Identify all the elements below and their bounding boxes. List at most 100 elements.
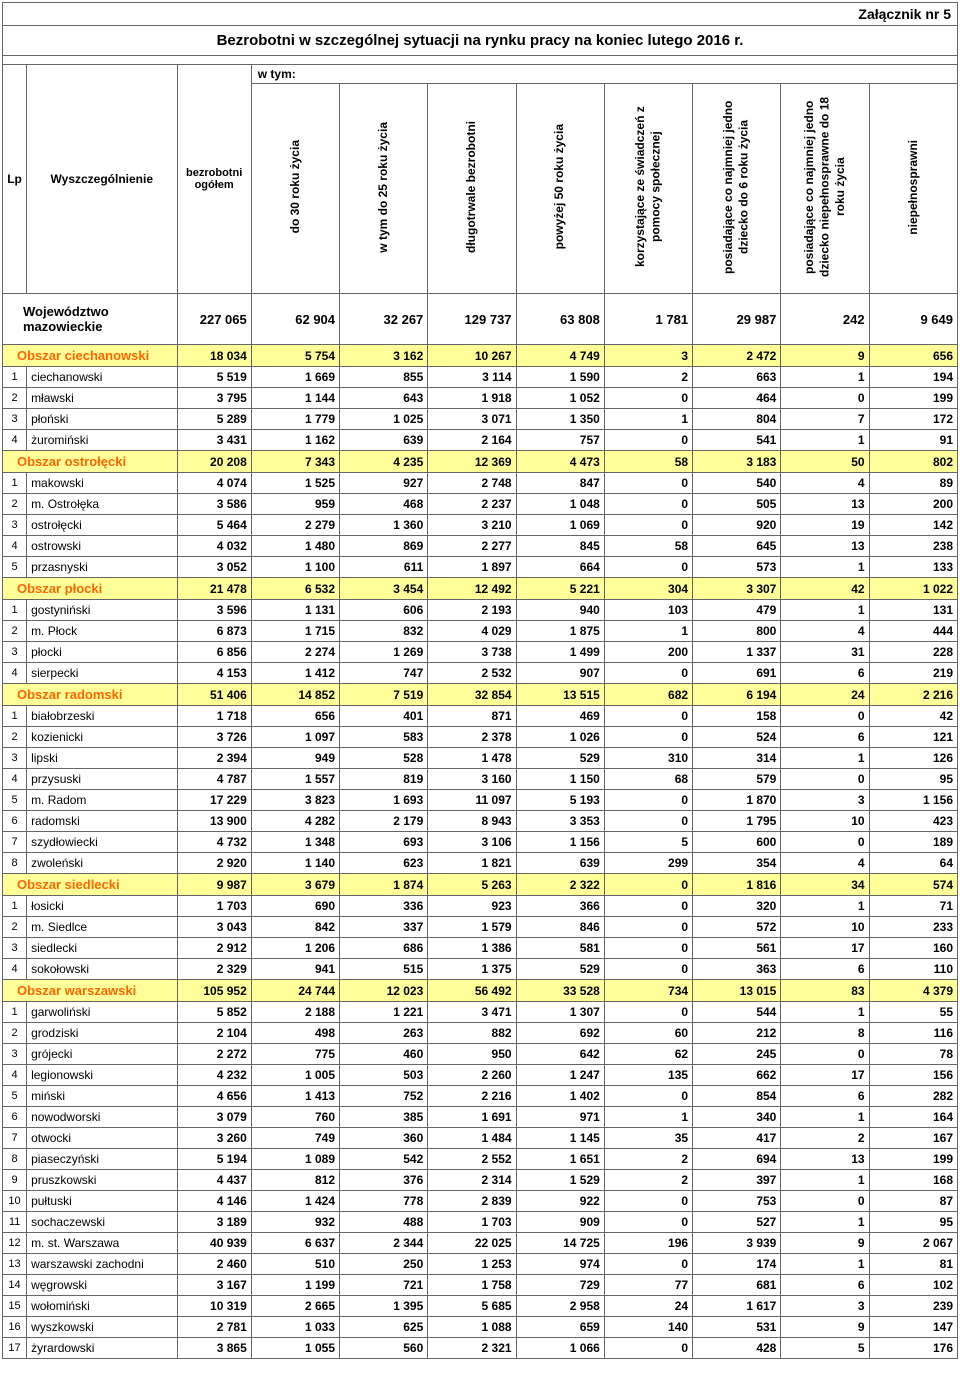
value-cell: 29 987 bbox=[693, 294, 781, 345]
row-name: m. Płock bbox=[27, 621, 177, 642]
value-cell: 0 bbox=[781, 832, 869, 853]
value-cell: 2 277 bbox=[428, 536, 516, 557]
value-cell: 1 386 bbox=[428, 938, 516, 959]
row-lp: 4 bbox=[3, 959, 27, 980]
table-row: 2grodziski2 104498263882692602128116 bbox=[3, 1023, 958, 1044]
row-lp: 1 bbox=[3, 896, 27, 917]
spacer bbox=[2, 56, 958, 64]
value-cell: 77 bbox=[604, 1275, 692, 1296]
row-lp: 1 bbox=[3, 706, 27, 727]
table-row: 9pruszkowski4 4378123762 3141 5292397116… bbox=[3, 1170, 958, 1191]
value-cell: 686 bbox=[340, 938, 428, 959]
value-cell: 2 bbox=[781, 1128, 869, 1149]
value-cell: 228 bbox=[869, 642, 957, 663]
value-cell: 397 bbox=[693, 1170, 781, 1191]
value-cell: 2 321 bbox=[428, 1338, 516, 1359]
value-cell: 71 bbox=[869, 896, 957, 917]
value-cell: 42 bbox=[781, 578, 869, 600]
value-cell: 2 164 bbox=[428, 430, 516, 451]
value-cell: 4 437 bbox=[177, 1170, 251, 1191]
value-cell: 2 314 bbox=[428, 1170, 516, 1191]
value-cell: 832 bbox=[340, 621, 428, 642]
value-cell: 3 189 bbox=[177, 1212, 251, 1233]
value-cell: 1 100 bbox=[251, 557, 339, 578]
value-cell: 6 856 bbox=[177, 642, 251, 663]
row-name: kozienicki bbox=[27, 727, 177, 748]
row-lp: 1 bbox=[3, 367, 27, 388]
value-cell: 0 bbox=[604, 515, 692, 536]
row-name: sochaczewski bbox=[27, 1212, 177, 1233]
row-name: lipski bbox=[27, 748, 177, 769]
table-row: 15wołomiński10 3192 6651 3955 6852 95824… bbox=[3, 1296, 958, 1317]
value-cell: 1 bbox=[781, 600, 869, 621]
value-cell: 2 bbox=[604, 1170, 692, 1191]
value-cell: 4 bbox=[781, 853, 869, 874]
value-cell: 1 821 bbox=[428, 853, 516, 874]
value-cell: 778 bbox=[340, 1191, 428, 1212]
row-name: siedlecki bbox=[27, 938, 177, 959]
value-cell: 1 156 bbox=[869, 790, 957, 811]
table-row: 13warszawski zachodni2 4605102501 253974… bbox=[3, 1254, 958, 1275]
value-cell: 0 bbox=[781, 1191, 869, 1212]
row-lp: 2 bbox=[3, 621, 27, 642]
table-row: 11sochaczewski3 1899324881 7039090527195 bbox=[3, 1212, 958, 1233]
value-cell: 3 939 bbox=[693, 1233, 781, 1254]
value-cell: 729 bbox=[516, 1275, 604, 1296]
row-lp: 8 bbox=[3, 853, 27, 874]
value-cell: 11 097 bbox=[428, 790, 516, 811]
region-name: Obszar ostrołęcki bbox=[3, 451, 178, 473]
value-cell: 560 bbox=[340, 1338, 428, 1359]
value-cell: 6 bbox=[781, 663, 869, 684]
value-cell: 2 460 bbox=[177, 1254, 251, 1275]
value-cell: 2 839 bbox=[428, 1191, 516, 1212]
value-cell: 561 bbox=[693, 938, 781, 959]
value-cell: 3 726 bbox=[177, 727, 251, 748]
value-cell: 1 617 bbox=[693, 1296, 781, 1317]
value-cell: 600 bbox=[693, 832, 781, 853]
value-cell: 164 bbox=[869, 1107, 957, 1128]
value-cell: 4 787 bbox=[177, 769, 251, 790]
value-cell: 662 bbox=[693, 1065, 781, 1086]
voivodeship-label: Województwo mazowieckie bbox=[3, 294, 178, 345]
row-lp: 13 bbox=[3, 1254, 27, 1275]
value-cell: 116 bbox=[869, 1023, 957, 1044]
value-cell: 1 269 bbox=[340, 642, 428, 663]
value-cell: 174 bbox=[693, 1254, 781, 1275]
value-cell: 2 748 bbox=[428, 473, 516, 494]
table-row: 6nowodworski3 0797603851 69197113401164 bbox=[3, 1107, 958, 1128]
value-cell: 4 029 bbox=[428, 621, 516, 642]
region-row: Obszar radomski51 40614 8527 51932 85413… bbox=[3, 684, 958, 706]
row-lp: 3 bbox=[3, 642, 27, 663]
value-cell: 2 329 bbox=[177, 959, 251, 980]
value-cell: 5 263 bbox=[428, 874, 516, 896]
value-cell: 753 bbox=[693, 1191, 781, 1212]
value-cell: 1 253 bbox=[428, 1254, 516, 1275]
value-cell: 1 897 bbox=[428, 557, 516, 578]
value-cell: 869 bbox=[340, 536, 428, 557]
value-cell: 1 360 bbox=[340, 515, 428, 536]
value-cell: 932 bbox=[251, 1212, 339, 1233]
value-cell: 423 bbox=[869, 811, 957, 832]
row-name: białobrzeski bbox=[27, 706, 177, 727]
value-cell: 694 bbox=[693, 1149, 781, 1170]
row-name: żyrardowski bbox=[27, 1338, 177, 1359]
value-cell: 3 865 bbox=[177, 1338, 251, 1359]
value-cell: 503 bbox=[340, 1065, 428, 1086]
value-cell: 3 260 bbox=[177, 1128, 251, 1149]
value-cell: 1 525 bbox=[251, 473, 339, 494]
row-name: wołomiński bbox=[27, 1296, 177, 1317]
value-cell: 105 952 bbox=[177, 980, 251, 1002]
value-cell: 3 795 bbox=[177, 388, 251, 409]
value-cell: 681 bbox=[693, 1275, 781, 1296]
row-lp: 5 bbox=[3, 557, 27, 578]
table-row: 1łosicki1 7036903369233660320171 bbox=[3, 896, 958, 917]
value-cell: 242 bbox=[781, 294, 869, 345]
value-cell: 1 795 bbox=[693, 811, 781, 832]
table-row: 7otwocki3 2607493601 4841 145354172167 bbox=[3, 1128, 958, 1149]
value-cell: 4 146 bbox=[177, 1191, 251, 1212]
value-cell: 194 bbox=[869, 367, 957, 388]
row-lp: 2 bbox=[3, 388, 27, 409]
value-cell: 147 bbox=[869, 1317, 957, 1338]
value-cell: 4 732 bbox=[177, 832, 251, 853]
value-cell: 51 406 bbox=[177, 684, 251, 706]
